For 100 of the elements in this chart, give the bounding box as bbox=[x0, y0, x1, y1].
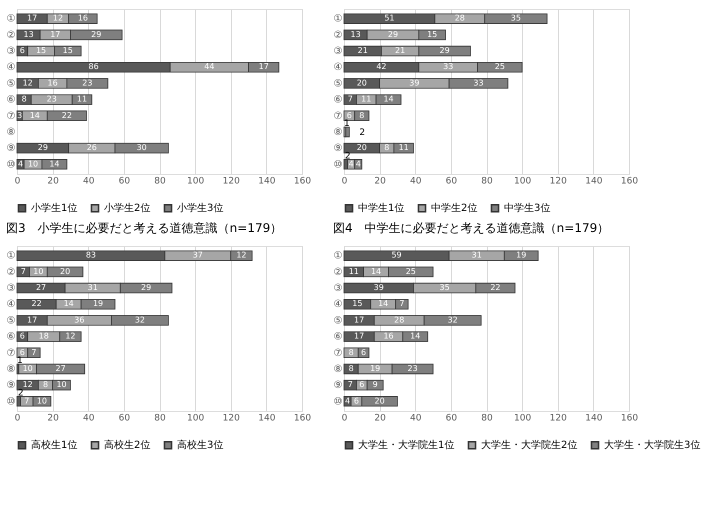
x-tick-label: 20 bbox=[47, 176, 60, 186]
data-label: 7 bbox=[20, 266, 26, 276]
x-tick-label: 0 bbox=[14, 176, 21, 186]
data-label: 29 bbox=[141, 283, 152, 292]
data-label: 12 bbox=[22, 380, 33, 390]
data-label: 11 bbox=[76, 94, 88, 104]
y-tick-label: ⑥ bbox=[6, 94, 16, 106]
y-tick-label: ④ bbox=[334, 62, 343, 74]
x-tick-label: 40 bbox=[83, 414, 95, 424]
data-label: 11 bbox=[361, 94, 372, 104]
data-label: 19 bbox=[370, 364, 380, 373]
data-label: 23 bbox=[82, 78, 92, 88]
data-label: 29 bbox=[388, 30, 398, 39]
data-label: 19 bbox=[516, 250, 526, 260]
y-tick-label: ⑧ bbox=[334, 364, 343, 375]
y-tick-label: ⑥ bbox=[6, 332, 16, 343]
x-tick-label: 140 bbox=[585, 176, 603, 186]
data-label: 17 bbox=[354, 315, 364, 324]
y-tick-label: ⑨ bbox=[334, 143, 343, 154]
y-tick-label: ④ bbox=[6, 299, 16, 310]
y-tick-label: ① bbox=[334, 250, 343, 262]
data-label: 14 bbox=[49, 159, 60, 168]
data-label: 14 bbox=[370, 266, 382, 276]
data-label: 16 bbox=[383, 332, 394, 341]
y-tick-label: ⑧ bbox=[6, 126, 16, 138]
x-tick-label: 40 bbox=[83, 176, 95, 186]
data-label: 22 bbox=[490, 283, 500, 292]
x-tick-label: 160 bbox=[294, 414, 312, 424]
data-label: 4 bbox=[356, 159, 361, 168]
data-label: 8 bbox=[359, 110, 364, 120]
data-label: 17 bbox=[354, 332, 364, 341]
y-tick-label: ⑤ bbox=[334, 315, 343, 326]
y-tick-label: ⑩ bbox=[334, 396, 343, 408]
data-label: 17 bbox=[27, 315, 38, 324]
x-tick-label: 100 bbox=[187, 414, 204, 424]
data-label: 42 bbox=[376, 62, 386, 72]
data-label: 6 bbox=[20, 348, 25, 357]
bar bbox=[345, 126, 350, 138]
data-label: 31 bbox=[472, 250, 482, 260]
data-label: 35 bbox=[510, 14, 521, 23]
x-tick-label: 120 bbox=[550, 414, 568, 424]
data-label: 7 bbox=[348, 380, 353, 390]
data-label: 83 bbox=[86, 250, 96, 260]
data-label: 6 bbox=[359, 380, 364, 390]
x-tick-label: 80 bbox=[154, 414, 166, 424]
data-label: 6 bbox=[354, 396, 360, 406]
data-label: 86 bbox=[88, 62, 99, 72]
data-label: 12 bbox=[236, 250, 247, 260]
x-tick-label: 0 bbox=[14, 414, 21, 424]
y-tick-label: ③ bbox=[334, 283, 343, 294]
legend-label: 中学生1位 bbox=[358, 202, 404, 214]
y-tick-label: ⑥ bbox=[334, 332, 343, 343]
x-tick-label: 160 bbox=[620, 176, 638, 186]
y-tick-label: ④ bbox=[334, 299, 343, 310]
x-tick-label: 120 bbox=[222, 414, 240, 424]
legend-label: 中学生2位 bbox=[431, 202, 478, 214]
x-tick-label: 100 bbox=[187, 176, 204, 186]
data-label: 33 bbox=[473, 78, 484, 88]
x-tick-label: 100 bbox=[514, 414, 532, 424]
data-label: 7 bbox=[24, 396, 30, 406]
data-label: 39 bbox=[374, 283, 384, 292]
data-label: 4 bbox=[345, 396, 350, 406]
data-label: 15 bbox=[427, 30, 438, 39]
data-label: 10 bbox=[36, 396, 48, 406]
data-label: 11 bbox=[348, 266, 359, 276]
data-label: 12 bbox=[22, 78, 33, 88]
data-label: 22 bbox=[32, 299, 42, 308]
y-tick-label: ⑧ bbox=[6, 364, 16, 375]
data-label: 15 bbox=[36, 46, 46, 56]
data-label: 7 bbox=[348, 94, 353, 104]
data-label: 12 bbox=[52, 14, 64, 23]
data-label: 1 bbox=[344, 118, 350, 129]
y-tick-label: ⑤ bbox=[6, 78, 16, 90]
data-label: 25 bbox=[406, 266, 416, 276]
y-tick-label: ⑦ bbox=[6, 110, 16, 122]
data-label: 10 bbox=[22, 364, 33, 373]
data-label: 14 bbox=[383, 94, 394, 104]
data-label: 8 bbox=[384, 143, 390, 152]
legend-label: 中学生3位 bbox=[504, 202, 550, 214]
x-tick-label: 140 bbox=[258, 414, 276, 424]
y-tick-label: ① bbox=[334, 14, 343, 25]
data-label: 8 bbox=[42, 380, 48, 390]
data-label: 6 bbox=[20, 332, 25, 341]
x-tick-label: 120 bbox=[550, 176, 568, 186]
y-tick-label: ⑨ bbox=[6, 380, 16, 392]
data-label: 14 bbox=[410, 332, 420, 341]
y-tick-label: ⑩ bbox=[6, 396, 16, 408]
y-tick-label: ⑤ bbox=[334, 78, 343, 90]
legend-label: 高校生1位 bbox=[31, 439, 78, 452]
y-tick-label: ② bbox=[6, 266, 16, 278]
data-label: 16 bbox=[48, 78, 58, 88]
y-tick-label: ② bbox=[334, 266, 343, 278]
x-tick-label: 40 bbox=[410, 414, 422, 424]
data-label: 16 bbox=[78, 14, 88, 23]
data-label: 15 bbox=[352, 299, 362, 308]
text: 図4 中学生に必要だと考える道徳意識（n=179） bbox=[333, 221, 610, 235]
data-label: 17 bbox=[27, 14, 38, 23]
data-label: 20 bbox=[356, 143, 367, 152]
data-label: 11 bbox=[398, 143, 409, 152]
y-tick-label: ④ bbox=[6, 62, 16, 74]
